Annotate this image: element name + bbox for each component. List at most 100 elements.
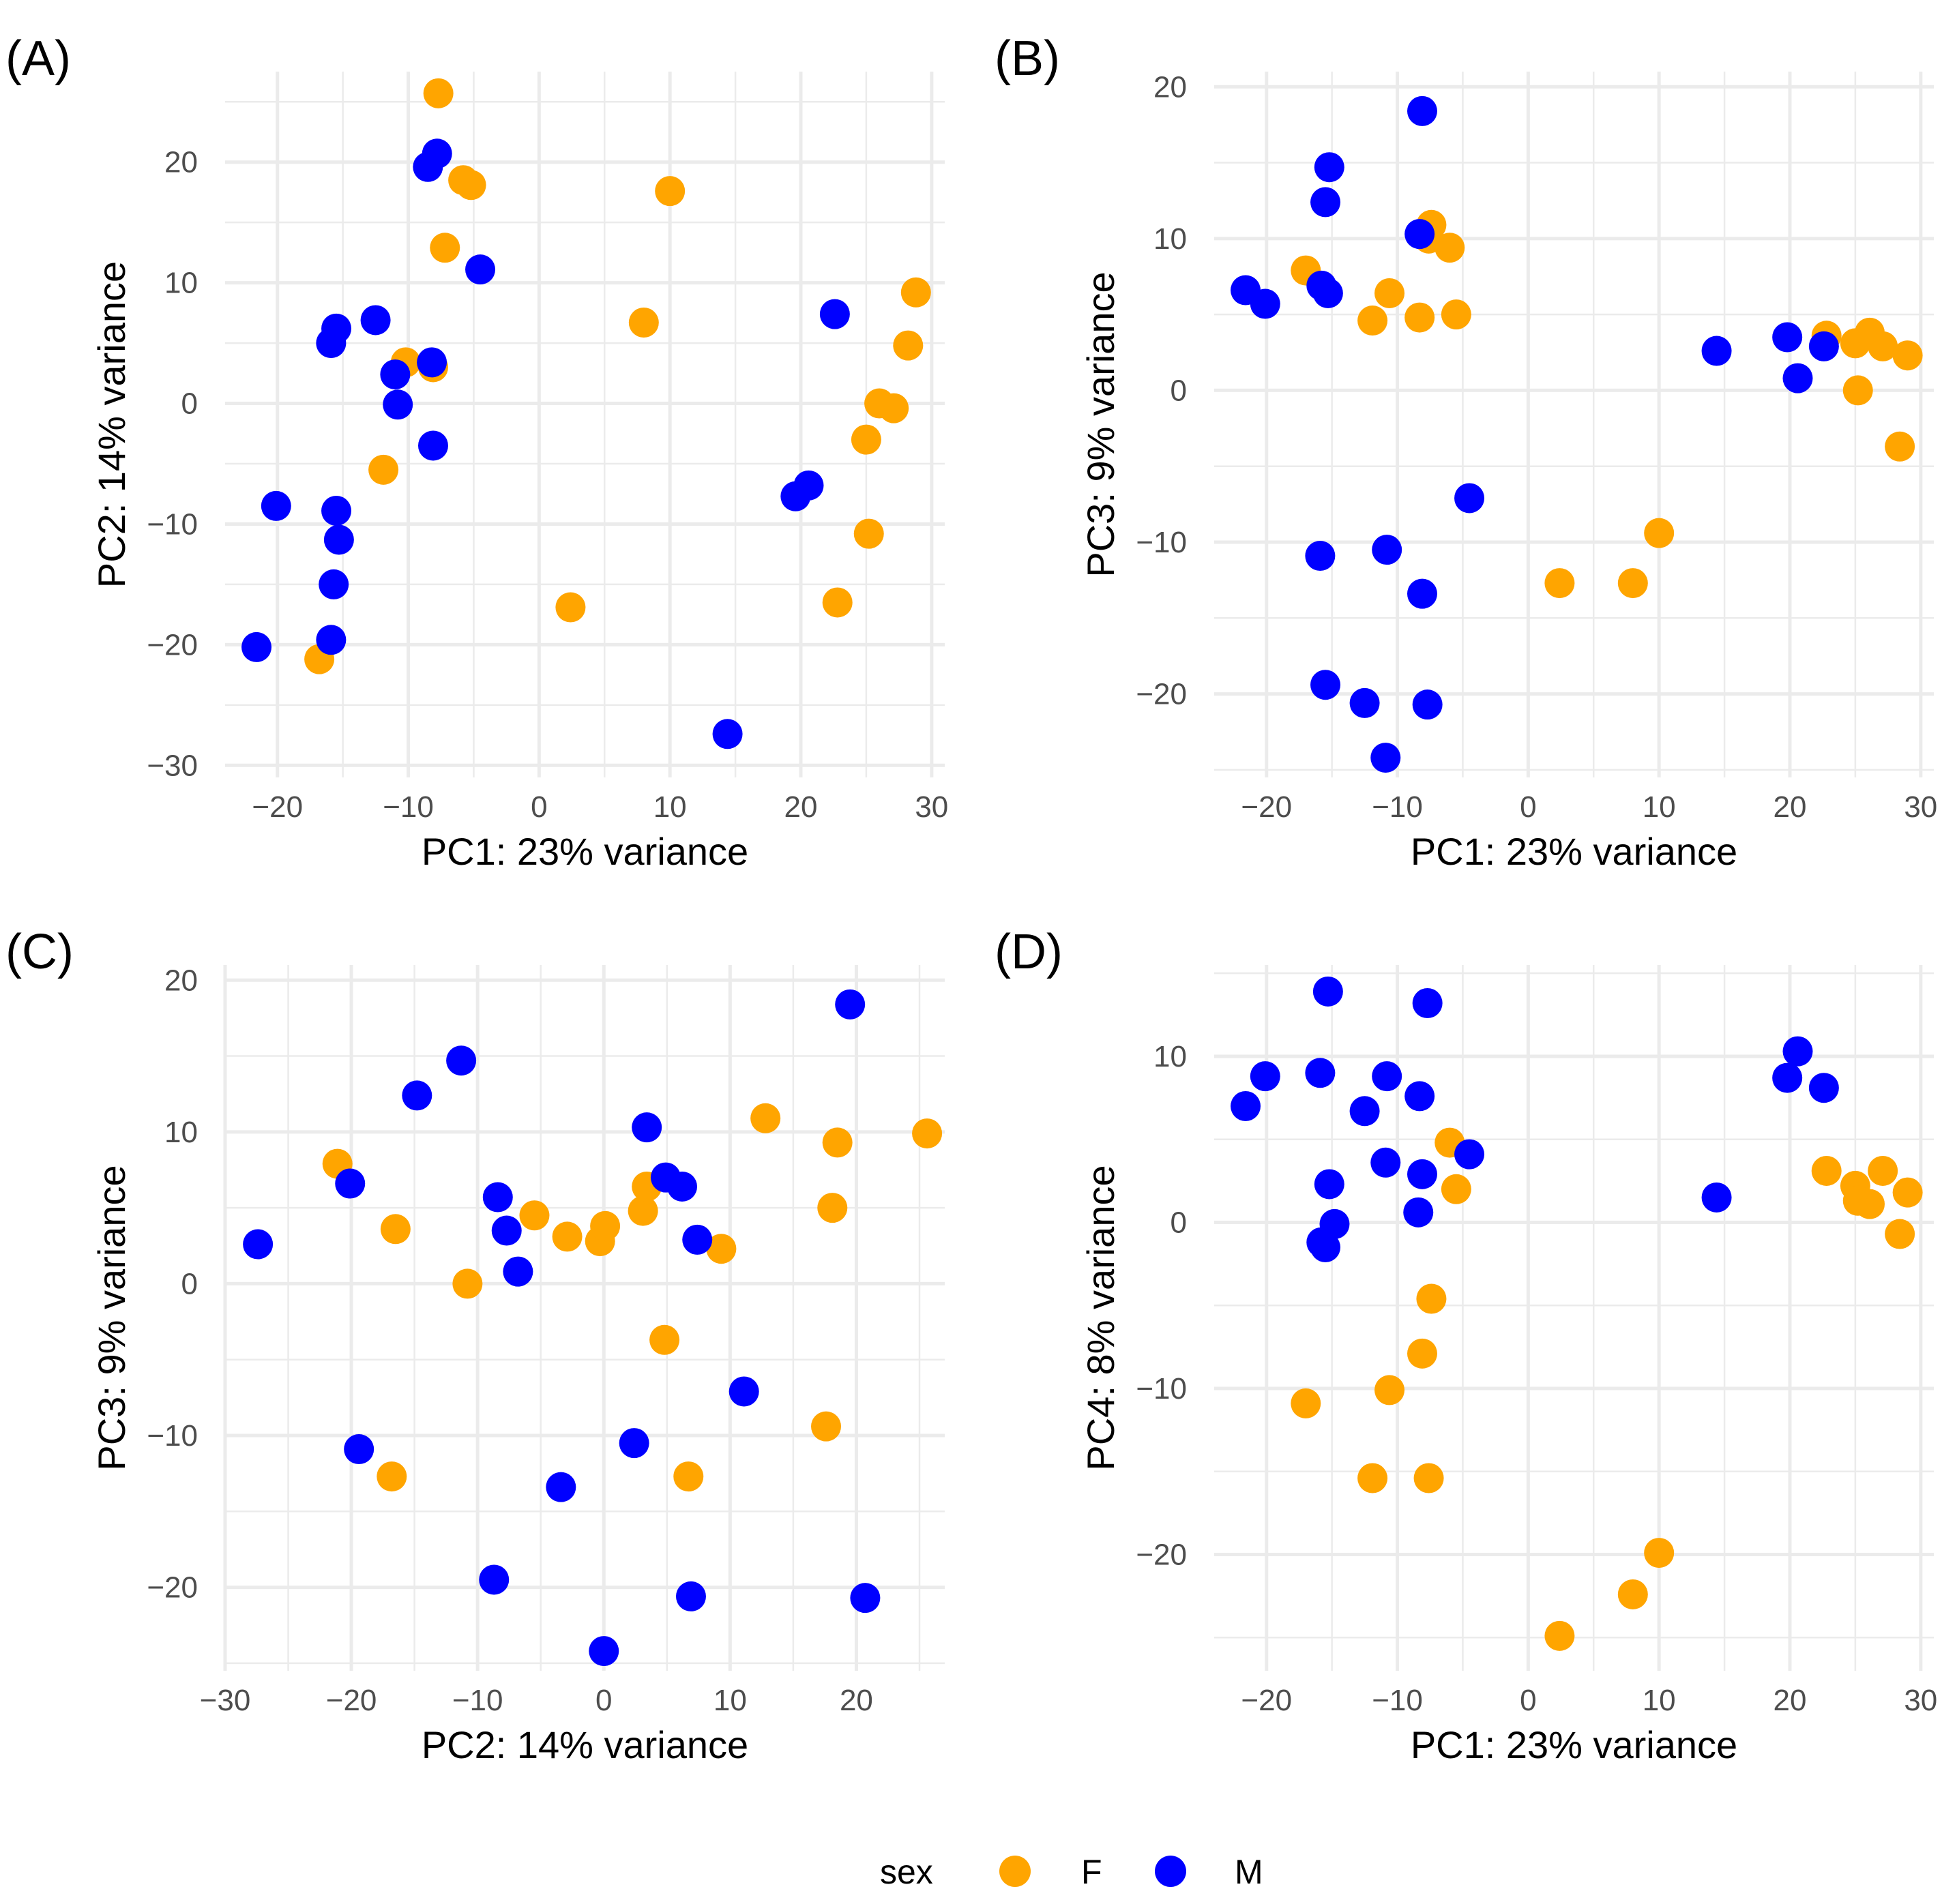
data-point-m: [479, 1564, 510, 1595]
data-point-m: [1305, 541, 1336, 571]
data-point-m: [1370, 1147, 1401, 1178]
y-axis-title: PC3: 9% variance: [1079, 271, 1122, 577]
data-point-f: [1885, 431, 1915, 462]
data-point-f: [900, 277, 931, 308]
data-point-m: [1305, 1058, 1336, 1088]
legend-label-f: F: [1081, 1853, 1102, 1891]
data-point-f: [912, 1118, 943, 1149]
data-point-f: [822, 587, 853, 618]
data-point-m: [1349, 1096, 1380, 1127]
data-point-f: [1544, 568, 1575, 599]
data-point-f: [851, 424, 881, 455]
data-point-m: [1407, 1159, 1437, 1189]
y-tick-label: −10: [147, 1419, 198, 1453]
legend-key-m: [1155, 1856, 1186, 1887]
data-point-m: [1314, 1169, 1344, 1200]
y-tick-label: 10: [1153, 222, 1187, 256]
x-tick-label: 20: [1774, 790, 1807, 824]
legend-key-f: [999, 1856, 1031, 1887]
x-tick-label: 10: [1643, 1684, 1676, 1717]
y-axis-title: PC2: 14% variance: [90, 261, 133, 588]
data-point-f: [380, 1214, 411, 1245]
y-tick-label: 0: [181, 387, 198, 421]
data-point-f: [423, 78, 454, 108]
data-point-f: [1868, 1155, 1898, 1186]
data-point-m: [1454, 483, 1485, 514]
data-point-m: [1310, 187, 1341, 218]
data-point-f: [811, 1411, 842, 1442]
panel-b: −20 −10 0 10 20 30 −20 −10 0 10 20 (B) PC1: 23% vari…: [995, 31, 1937, 873]
data-point-m: [335, 1168, 366, 1199]
panel-label: (C): [5, 925, 74, 979]
y-tick-label: −20: [1136, 678, 1187, 711]
data-point-f: [817, 1193, 848, 1223]
data-point-f: [655, 176, 686, 207]
data-point-m: [850, 1583, 881, 1613]
data-point-f: [893, 330, 924, 361]
data-point-f: [1544, 1620, 1575, 1651]
x-tick-label: 20: [784, 790, 818, 824]
x-tick-label: 30: [915, 790, 948, 824]
panel-label: (B): [995, 31, 1060, 86]
panel-label: (D): [995, 925, 1063, 979]
legend-label-m: M: [1235, 1853, 1263, 1891]
x-tick-label: 10: [653, 790, 687, 824]
data-point-m: [1370, 743, 1401, 773]
x-tick-label: −30: [200, 1684, 251, 1717]
data-point-m: [1808, 1073, 1839, 1103]
data-point-m: [1407, 95, 1437, 126]
data-point-m: [667, 1171, 698, 1202]
data-point-f: [555, 592, 586, 623]
data-point-m: [1403, 1197, 1434, 1228]
data-point-f: [853, 518, 884, 549]
data-point-f: [1885, 1219, 1915, 1249]
legend-title: sex: [880, 1853, 933, 1891]
panel-a: −20 −10 0 10 20 30 −30 −20 −10 0 10 20 (A) PC1: 23% v…: [5, 31, 948, 873]
data-point-f: [368, 454, 399, 485]
x-tick-label: 0: [595, 1684, 612, 1717]
x-tick-label: 10: [1643, 790, 1676, 824]
y-axis-title: PC4: 8% variance: [1079, 1165, 1122, 1470]
data-point-f: [452, 1268, 483, 1299]
data-point-m: [465, 254, 496, 285]
data-point-m: [1454, 1139, 1485, 1170]
data-point-m: [1412, 689, 1443, 720]
data-point-m: [1772, 322, 1803, 353]
data-point-m: [446, 1045, 477, 1076]
data-point-m: [417, 430, 448, 461]
data-point-f: [879, 393, 909, 423]
data-point-f: [750, 1103, 781, 1133]
data-point-m: [1372, 535, 1402, 565]
data-point-m: [319, 569, 349, 599]
data-point-m: [1231, 1091, 1261, 1121]
data-point-m: [316, 328, 347, 359]
y-tick-label: 0: [1171, 374, 1187, 407]
data-point-m: [1310, 1232, 1341, 1262]
data-point-m: [1404, 219, 1435, 250]
data-point-m: [316, 625, 347, 655]
x-tick-label: −10: [452, 1684, 503, 1717]
data-point-m: [712, 719, 743, 749]
data-point-f: [1892, 1177, 1923, 1208]
legend: sex F M: [880, 1853, 1263, 1891]
data-point-f: [1811, 1155, 1842, 1186]
data-point-f: [1374, 1375, 1405, 1405]
y-tick-label: 10: [164, 1116, 198, 1149]
data-point-f: [1291, 1388, 1321, 1418]
data-point-m: [1701, 1182, 1732, 1213]
data-point-m: [1407, 578, 1437, 609]
y-tick-label: 10: [1153, 1040, 1187, 1073]
data-point-f: [1407, 1338, 1437, 1369]
data-point-f: [628, 1195, 658, 1226]
data-point-m: [491, 1215, 522, 1246]
y-tick-label: −20: [147, 1571, 198, 1605]
panel-label: (A): [5, 31, 71, 86]
data-point-m: [380, 359, 411, 390]
x-tick-label: −20: [326, 1684, 377, 1717]
data-point-f: [1855, 1189, 1885, 1219]
x-tick-label: −20: [1241, 1684, 1292, 1717]
data-point-m: [729, 1376, 759, 1407]
data-point-m: [241, 631, 272, 662]
y-tick-label: 20: [1153, 70, 1187, 104]
x-tick-label: 0: [1520, 1684, 1536, 1717]
